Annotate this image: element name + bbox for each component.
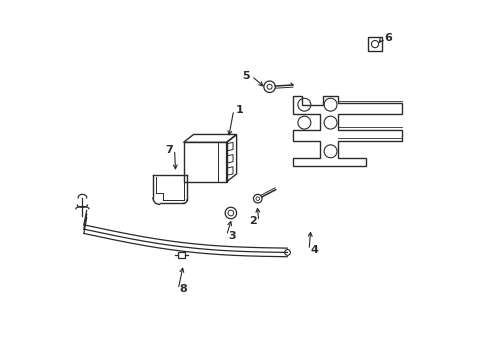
Text: 3: 3 xyxy=(228,231,235,240)
Text: 2: 2 xyxy=(249,216,257,226)
Text: 5: 5 xyxy=(242,71,249,81)
Text: 8: 8 xyxy=(179,284,187,294)
Text: 7: 7 xyxy=(165,144,173,154)
Text: 4: 4 xyxy=(310,245,318,255)
Text: 1: 1 xyxy=(235,105,243,115)
Text: 6: 6 xyxy=(383,33,391,43)
